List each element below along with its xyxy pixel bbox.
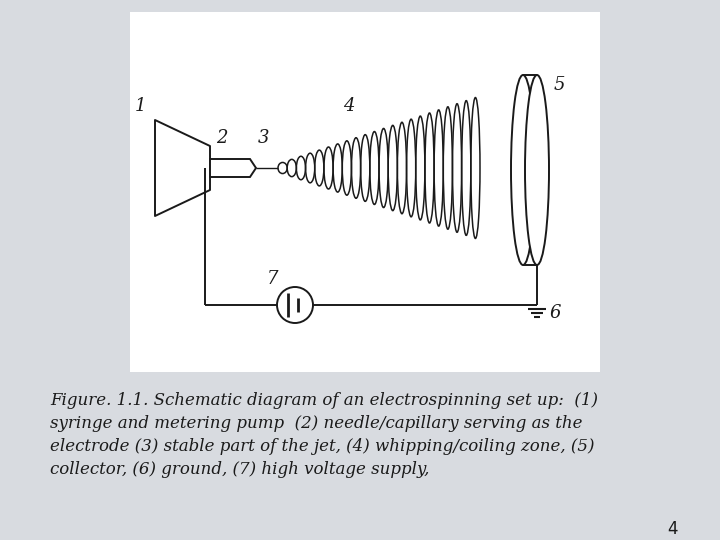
Text: electrode (3) stable part of the jet, (4) whipping/coiling zone, (5): electrode (3) stable part of the jet, (4… (50, 438, 595, 455)
Text: Figure. 1.1. Schematic diagram of an electrospinning set up:  (1): Figure. 1.1. Schematic diagram of an ele… (50, 392, 598, 409)
Text: 4: 4 (343, 97, 354, 115)
Text: 3: 3 (258, 129, 270, 147)
Text: 6: 6 (549, 304, 561, 322)
Ellipse shape (511, 75, 535, 265)
Circle shape (277, 287, 313, 323)
Text: collector, (6) ground, (7) high voltage supply,: collector, (6) ground, (7) high voltage … (50, 461, 429, 478)
Text: 1: 1 (134, 97, 145, 115)
Text: 5: 5 (553, 76, 564, 94)
Text: 4: 4 (667, 520, 678, 538)
Ellipse shape (525, 75, 549, 265)
Text: 2: 2 (216, 129, 228, 147)
Text: 7: 7 (267, 270, 279, 288)
Text: syringe and metering pump  (2) needle/capillary serving as the: syringe and metering pump (2) needle/cap… (50, 415, 582, 432)
Polygon shape (210, 159, 256, 177)
Bar (130, 12, 600, 372)
